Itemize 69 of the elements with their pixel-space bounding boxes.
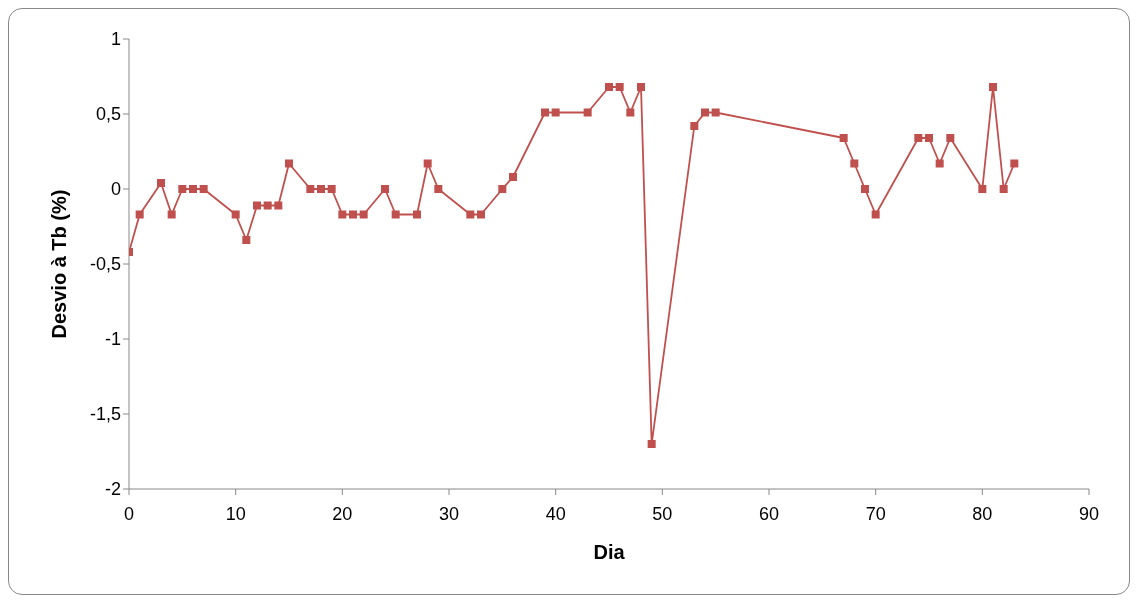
point bbox=[935, 159, 944, 168]
point bbox=[583, 108, 592, 117]
point bbox=[242, 236, 251, 244]
point bbox=[413, 210, 421, 219]
point bbox=[647, 440, 656, 448]
point bbox=[381, 185, 389, 193]
y-tick-label: -0,5 bbox=[89, 254, 121, 275]
point bbox=[989, 83, 997, 91]
point bbox=[946, 134, 955, 142]
point bbox=[1010, 159, 1019, 168]
x-tick-label: 90 bbox=[1078, 503, 1100, 524]
x-tick-label: 0 bbox=[123, 503, 135, 524]
point bbox=[359, 210, 368, 219]
x-axis-title: Dia bbox=[593, 541, 626, 563]
y-tick-label: 0,5 bbox=[95, 104, 121, 125]
point bbox=[551, 108, 560, 117]
point bbox=[701, 108, 709, 117]
point bbox=[189, 185, 197, 193]
point bbox=[498, 185, 507, 193]
x-tick-label: 30 bbox=[438, 503, 460, 524]
y-tick-label: -2 bbox=[104, 479, 121, 500]
x-tick-label: 60 bbox=[758, 503, 780, 524]
point bbox=[850, 159, 859, 168]
point bbox=[626, 108, 635, 117]
point bbox=[199, 185, 208, 193]
point bbox=[317, 185, 325, 193]
x-tick-label: 10 bbox=[225, 503, 246, 524]
y-tick-label: 1 bbox=[110, 29, 121, 50]
x-tick-label: 40 bbox=[545, 503, 566, 524]
point bbox=[914, 134, 923, 142]
y-tick-label: -1 bbox=[104, 329, 121, 350]
point bbox=[263, 201, 272, 210]
point bbox=[349, 210, 357, 219]
point bbox=[509, 173, 517, 181]
point bbox=[285, 159, 293, 168]
point bbox=[135, 210, 144, 219]
point bbox=[253, 201, 261, 210]
point bbox=[839, 134, 848, 142]
y-tick-label: -1,5 bbox=[89, 404, 121, 425]
y-axis-title: Desvio à Tb (%) bbox=[48, 189, 71, 339]
point bbox=[861, 185, 869, 193]
point bbox=[871, 210, 880, 219]
point bbox=[434, 185, 443, 193]
point bbox=[391, 210, 400, 219]
point bbox=[167, 210, 176, 219]
point bbox=[711, 108, 720, 117]
x-tick-label: 50 bbox=[652, 503, 673, 524]
x-tick-label: 70 bbox=[865, 503, 886, 524]
point bbox=[541, 108, 549, 117]
point bbox=[306, 185, 315, 193]
point bbox=[690, 122, 699, 130]
point bbox=[466, 210, 475, 219]
point bbox=[978, 185, 987, 193]
point bbox=[477, 210, 485, 219]
x-tick-label: 20 bbox=[332, 503, 353, 524]
y-tick-label: 0 bbox=[110, 179, 121, 200]
point bbox=[178, 185, 187, 193]
point bbox=[615, 83, 624, 91]
point bbox=[999, 185, 1008, 193]
point bbox=[274, 201, 283, 210]
point bbox=[423, 159, 432, 168]
point bbox=[327, 185, 336, 193]
point bbox=[605, 83, 613, 91]
x-tick-label: 80 bbox=[972, 503, 993, 524]
point bbox=[231, 210, 240, 219]
point bbox=[338, 210, 347, 219]
point bbox=[157, 179, 165, 187]
point bbox=[925, 134, 933, 142]
point bbox=[637, 83, 645, 91]
